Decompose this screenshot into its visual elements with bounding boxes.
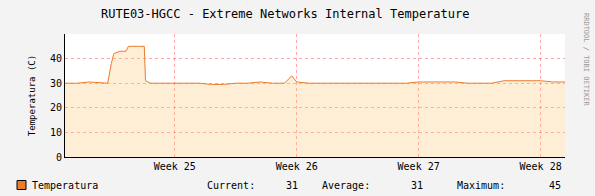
svg-text:45: 45 <box>549 180 561 191</box>
svg-text:Week 28: Week 28 <box>520 161 562 172</box>
svg-text:Current:: Current: <box>207 180 255 191</box>
svg-text:RRDTOOL / TOBI OETIKER: RRDTOOL / TOBI OETIKER <box>582 13 590 107</box>
svg-text:Week 26: Week 26 <box>276 161 318 172</box>
svg-text:31: 31 <box>411 180 423 191</box>
svg-text:RUTE03-HGCC - Extreme Networks: RUTE03-HGCC - Extreme Networks Internal … <box>101 7 469 21</box>
svg-text:0: 0 <box>56 152 62 163</box>
svg-text:20: 20 <box>50 102 62 113</box>
svg-text:40: 40 <box>50 53 62 64</box>
svg-text:31: 31 <box>286 180 298 191</box>
svg-text:Temperatura: Temperatura <box>32 180 98 191</box>
svg-text:Week 27: Week 27 <box>398 161 440 172</box>
svg-text:30: 30 <box>50 78 62 89</box>
svg-text:10: 10 <box>50 127 62 138</box>
svg-text:Average:: Average: <box>322 180 370 191</box>
svg-text:Temperatura (C): Temperatura (C) <box>27 55 37 136</box>
svg-text:Week 25: Week 25 <box>154 161 196 172</box>
svg-text:Maximum:: Maximum: <box>457 180 505 191</box>
